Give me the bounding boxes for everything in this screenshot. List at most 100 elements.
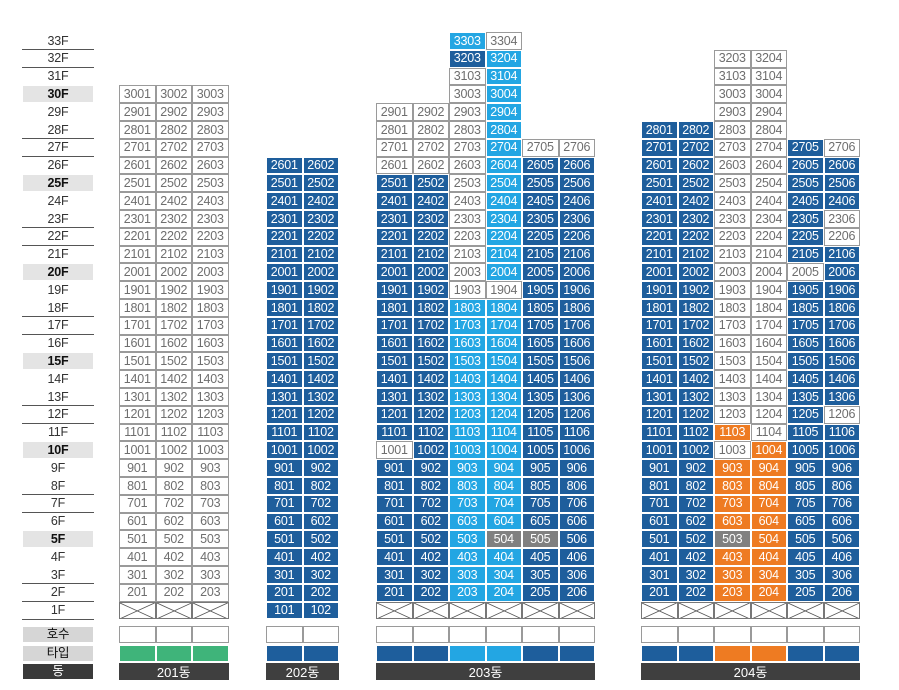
unit-cell-1905: 1905: [522, 281, 559, 299]
unit-cell-2301: 2301: [376, 210, 413, 228]
unit-cell-2201: 2201: [376, 227, 413, 246]
unit-cell-3004: 3004: [750, 85, 787, 104]
unit-cell-2101: 2101: [119, 245, 156, 264]
pilotis-cross-icon: [641, 601, 678, 620]
unit-cell-3103: 3103: [449, 67, 486, 86]
unit-type-label: [119, 645, 156, 662]
unit-cell-706: 706: [558, 494, 595, 513]
unit-cell-1602: 1602: [155, 334, 192, 353]
unit-cell-203: 203: [449, 583, 486, 602]
unit-cell-502: 502: [302, 530, 339, 549]
unit-cell-2302: 2302: [155, 210, 192, 228]
unit-row-label: 호수: [22, 626, 94, 643]
unit-cell-801: 801: [119, 477, 156, 495]
unit-cell-1903: 1903: [192, 281, 229, 299]
pilotis-cross-icon: [677, 601, 714, 620]
unit-cell-2803: 2803: [449, 121, 486, 139]
unit-cell-1201: 1201: [641, 405, 678, 424]
unit-cell-1501: 1501: [641, 352, 678, 371]
unit-cell-1404: 1404: [485, 370, 522, 388]
unit-cell-2501: 2501: [376, 174, 413, 193]
unit-cell-805: 805: [522, 477, 559, 495]
floor-label: 17F: [22, 316, 94, 335]
unit-cell-2502: 2502: [412, 174, 449, 193]
unit-cell-1605: 1605: [787, 334, 824, 353]
unit-cell-1002: 1002: [155, 441, 192, 460]
unit-cell-301: 301: [119, 566, 156, 584]
unit-cell-702: 702: [412, 494, 449, 513]
unit-type-label: [522, 645, 559, 662]
unit-cell-802: 802: [412, 477, 449, 495]
unit-cell-2303: 2303: [192, 210, 229, 228]
unit-cell-1702: 1702: [155, 316, 192, 335]
unit-cell-1502: 1502: [155, 352, 192, 371]
unit-cell-2001: 2001: [376, 263, 413, 282]
unit-cell-2005: 2005: [522, 263, 559, 282]
unit-cell-1106: 1106: [823, 423, 860, 442]
unit-cell-2303: 2303: [449, 210, 486, 228]
unit-cell-406: 406: [558, 548, 595, 566]
unit-cell-2404: 2404: [750, 192, 787, 210]
unit-cell-2001: 2001: [119, 263, 156, 282]
unit-cell-905: 905: [787, 459, 824, 477]
unit-cell-1703: 1703: [192, 316, 229, 335]
unit-cell-2203: 2203: [192, 227, 229, 246]
unit-cell-901: 901: [266, 459, 303, 477]
unit-cell-1406: 1406: [823, 370, 860, 388]
unit-cell-2705: 2705: [522, 138, 559, 157]
unit-cell-2104: 2104: [485, 245, 522, 264]
unit-cell-2202: 2202: [155, 227, 192, 246]
unit-cell-2103: 2103: [449, 245, 486, 264]
unit-cell-1501: 1501: [376, 352, 413, 371]
unit-cell-1602: 1602: [412, 334, 449, 353]
unit-cell-1202: 1202: [412, 405, 449, 424]
unit-cell-2302: 2302: [677, 210, 714, 228]
unit-cell-1805: 1805: [522, 299, 559, 317]
unit-cell-1802: 1802: [155, 299, 192, 317]
unit-cell-1402: 1402: [412, 370, 449, 388]
unit-cell-201: 201: [119, 583, 156, 602]
unit-cell-1101: 1101: [376, 423, 413, 442]
unit-cell-1503: 1503: [449, 352, 486, 371]
unit-cell-1604: 1604: [485, 334, 522, 353]
unit-type-label: [714, 645, 751, 662]
pilotis-cross-icon: [522, 601, 559, 620]
unit-cell-306: 306: [558, 566, 595, 584]
unit-cell-701: 701: [119, 494, 156, 513]
unit-cell-1804: 1804: [750, 299, 787, 317]
unit-cell-1606: 1606: [558, 334, 595, 353]
unit-cell-602: 602: [412, 512, 449, 531]
unit-cell-202: 202: [155, 583, 192, 602]
unit-cell-2102: 2102: [412, 245, 449, 264]
unit-cell-1201: 1201: [119, 405, 156, 424]
unit-cell-2405: 2405: [522, 192, 559, 210]
unit-cell-1802: 1802: [412, 299, 449, 317]
unit-cell-904: 904: [750, 459, 787, 477]
unit-cell-1101: 1101: [119, 423, 156, 442]
unit-cell-502: 502: [155, 530, 192, 549]
unit-cell-202: 202: [677, 583, 714, 602]
unit-cell-703: 703: [714, 494, 751, 513]
unit-cell-2105: 2105: [787, 245, 824, 264]
unit-cell-801: 801: [376, 477, 413, 495]
unit-cell-604: 604: [485, 512, 522, 531]
unit-type-label: [485, 645, 522, 662]
unit-cell-2102: 2102: [302, 245, 339, 264]
unit-cell-901: 901: [641, 459, 678, 477]
unit-cell-2606: 2606: [558, 156, 595, 175]
unit-cell-2703: 2703: [714, 138, 751, 157]
unit-cell-503: 503: [714, 530, 751, 549]
unit-cell-806: 806: [823, 477, 860, 495]
unit-cell-1703: 1703: [714, 316, 751, 335]
unit-cell-1506: 1506: [558, 352, 595, 371]
unit-cell-206: 206: [823, 583, 860, 602]
unit-cell-1103: 1103: [192, 423, 229, 442]
unit-cell-1003: 1003: [714, 441, 751, 460]
unit-cell-1405: 1405: [522, 370, 559, 388]
unit-cell-1904: 1904: [485, 281, 522, 299]
floor-label: 29F: [22, 103, 94, 121]
unit-cell-1203: 1203: [714, 405, 751, 424]
floor-label: 15F: [22, 352, 94, 371]
